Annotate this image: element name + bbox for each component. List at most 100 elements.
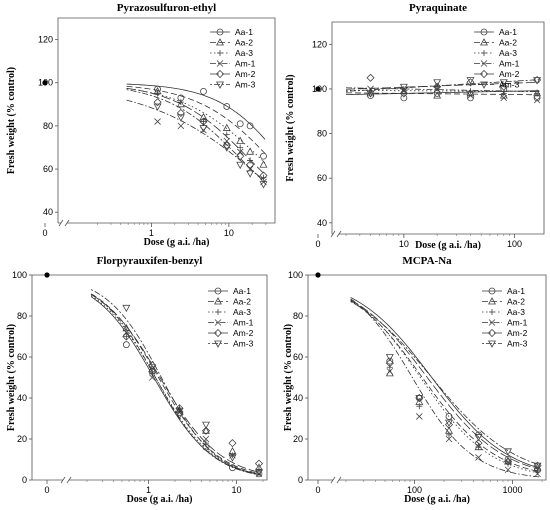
legend-label: Aa-3 xyxy=(233,307,251,317)
data-point-Aa-2 xyxy=(222,123,231,131)
series-Am-2 xyxy=(126,87,268,180)
data-point-Am-3 xyxy=(499,79,508,87)
axes-box xyxy=(31,274,268,481)
series-Am-3 xyxy=(345,77,542,98)
data-point-Am-3 xyxy=(366,90,375,98)
legend-marker-Am-2 xyxy=(479,69,489,79)
data-point-Am-1 xyxy=(533,96,541,104)
legend-label: Aa-1 xyxy=(507,286,525,296)
data-point-Aa-1 xyxy=(400,94,408,102)
chart-title: Florpyrauxifen-benzyl xyxy=(97,255,203,267)
data-point-Am-3 xyxy=(202,421,210,429)
data-point-Aa-3 xyxy=(467,88,474,95)
data-point-Aa-1 xyxy=(260,152,267,160)
data-point-Am-2 xyxy=(503,457,513,466)
fit-curve-Am-3 xyxy=(126,89,266,183)
legend-marker-Am-3 xyxy=(216,81,224,89)
legend-marker-Aa-2 xyxy=(488,297,496,305)
chart-panel-4: MCPA-Na Dose (g a.i. /ha) Fresh weight (% … xyxy=(283,255,547,505)
data-point-Am-1 xyxy=(154,118,161,125)
y-tick-label: 0 xyxy=(22,475,27,485)
data-point-Aa-3 xyxy=(154,90,161,97)
data-point-Aa-2 xyxy=(202,426,210,434)
data-point-Am-3 xyxy=(415,395,424,403)
legend-label: Am-1 xyxy=(233,318,254,328)
legend: Aa-1Aa-2Aa-3Am-1Am-2Am-3 xyxy=(210,27,256,90)
legend-marker-Aa-2 xyxy=(480,38,488,46)
y-tick-label: 40 xyxy=(43,207,53,217)
x-tick-label: 1 xyxy=(146,485,151,495)
legend-label: Am-2 xyxy=(233,328,254,338)
data-point-Am-3 xyxy=(153,103,162,111)
chart-panel-1: Pyrazosulfuron-ethyl Dose (g a.i. /ha) Fre… xyxy=(6,2,276,248)
x-tick-label-zero: 0 xyxy=(315,239,320,249)
fit-curve-Aa-2 xyxy=(345,92,540,96)
control-point xyxy=(315,272,321,278)
data-point-Aa-2 xyxy=(433,91,442,99)
data-point-Am-1 xyxy=(236,148,244,156)
data-point-Am-3 xyxy=(228,454,237,462)
data-point-Am-2 xyxy=(474,439,483,448)
data-point-Am-3 xyxy=(176,114,185,122)
y-tick-label: 100 xyxy=(12,270,27,280)
fit-curve-Aa-3 xyxy=(350,299,540,474)
data-point-Am-3 xyxy=(474,434,483,442)
data-point-Aa-2 xyxy=(366,89,375,97)
legend-label: Am-2 xyxy=(235,69,256,79)
y-tick-label: 80 xyxy=(17,311,27,321)
data-point-Am-2 xyxy=(236,152,245,161)
x-tick-label: 1000 xyxy=(502,485,522,495)
x-axis-label: Dose (g a.i. /ha) xyxy=(144,237,210,248)
x-tick-label-zero: 0 xyxy=(42,228,47,238)
y-axis-label: Fresh weight (% control) xyxy=(283,324,294,431)
legend-marker-Am-3 xyxy=(214,340,222,348)
legend-label: Am-3 xyxy=(233,339,254,349)
y-tick-label: 60 xyxy=(43,164,53,174)
y-axis-label: Fresh weight (% control) xyxy=(6,67,17,174)
chart-title: Pyrazosulfuron-ethyl xyxy=(117,2,216,14)
data-point-Am-3 xyxy=(533,77,542,85)
data-point-Am-1 xyxy=(475,454,482,461)
legend-marker-Am-3 xyxy=(488,340,496,348)
data-point-Am-3 xyxy=(533,462,542,470)
legend-marker-Am-1 xyxy=(216,60,224,67)
legend: Aa-1Aa-2Aa-3Am-1Am-2Am-3 xyxy=(208,286,254,349)
chart-title: Pyraquinate xyxy=(409,2,467,14)
data-point-Am-2 xyxy=(444,420,454,429)
fit-curve-Am-3 xyxy=(350,301,540,466)
data-point-Aa-1 xyxy=(236,120,244,128)
data-point-Am-2 xyxy=(399,89,408,98)
data-point-Am-2 xyxy=(222,141,231,150)
plot-frame xyxy=(307,274,547,484)
legend-marker-Am-2 xyxy=(215,69,225,79)
data-point-Aa-1 xyxy=(246,122,254,130)
axis-break-mark xyxy=(330,230,342,238)
fit-curve-Am-1 xyxy=(126,99,266,182)
fit-curve-Aa-1 xyxy=(90,296,261,476)
data-point-Aa-1 xyxy=(223,103,231,110)
legend-label: Am-3 xyxy=(507,339,528,349)
legend-label: Am-3 xyxy=(499,80,520,90)
legend: Aa-1Aa-2Aa-3Am-1Am-2Am-3 xyxy=(474,27,520,90)
x-tick-label: 10 xyxy=(232,485,242,495)
control-point xyxy=(315,86,321,92)
data-point-Am-1 xyxy=(148,374,156,381)
legend-label: Am-1 xyxy=(499,59,520,69)
plot-frame xyxy=(330,21,545,238)
data-point-Am-1 xyxy=(400,87,408,95)
fit-curve-Am-1 xyxy=(350,298,540,478)
x-axis-label: Dose (g a.i. /ha) xyxy=(415,240,481,251)
legend-marker-Aa-1 xyxy=(214,287,222,295)
data-point-Am-3 xyxy=(254,468,263,477)
data-point-Am-3 xyxy=(222,144,231,152)
data-point-Aa-3 xyxy=(475,444,482,451)
fit-curve-Am-1 xyxy=(90,293,261,476)
legend: Aa-1Aa-2Aa-3Am-1Am-2Am-3 xyxy=(482,286,528,349)
legend-label: Aa-1 xyxy=(499,27,517,37)
x-tick-label-zero: 0 xyxy=(315,485,320,495)
y-tick-label: 60 xyxy=(317,173,327,183)
x-tick-label: 10 xyxy=(224,228,234,238)
y-tick-label: 80 xyxy=(317,129,327,139)
